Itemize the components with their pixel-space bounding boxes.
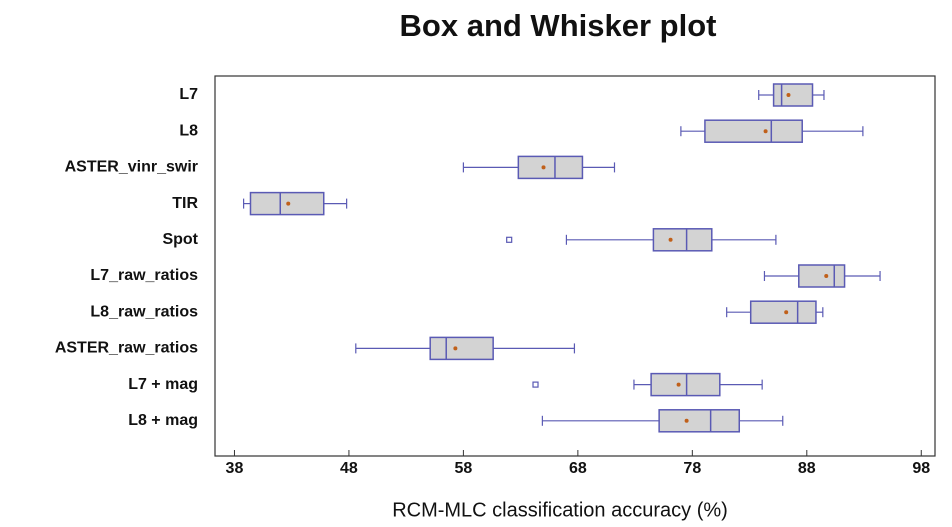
x-tick-label: 58 bbox=[454, 460, 472, 477]
x-tick-label: 48 bbox=[340, 460, 358, 477]
mean bbox=[763, 129, 768, 134]
box bbox=[650, 372, 721, 397]
box bbox=[517, 155, 584, 180]
category-label: ASTER_vinr_swir bbox=[65, 159, 198, 176]
category-label: L8_raw_ratios bbox=[90, 303, 198, 320]
category-label: ASTER_raw_ratios bbox=[55, 340, 198, 357]
chart-title: Box and Whisker plot bbox=[400, 8, 717, 43]
plot-frame bbox=[214, 75, 936, 457]
x-tick-label: 68 bbox=[569, 460, 587, 477]
mean bbox=[824, 274, 829, 278]
category-label: L7 + mag bbox=[128, 376, 198, 393]
mean bbox=[541, 165, 546, 170]
box bbox=[749, 300, 817, 324]
outlier bbox=[506, 236, 513, 243]
box bbox=[658, 409, 741, 433]
category-label: L7 bbox=[179, 86, 198, 103]
category-label: TIR bbox=[172, 195, 198, 212]
x-tick-label: 88 bbox=[798, 460, 816, 477]
outlier bbox=[532, 381, 539, 388]
mean bbox=[786, 93, 791, 97]
category-label: L8 bbox=[179, 122, 198, 139]
x-tick-label: 38 bbox=[226, 460, 244, 477]
mean bbox=[668, 237, 673, 242]
box bbox=[429, 336, 494, 361]
box bbox=[798, 264, 846, 288]
box bbox=[704, 119, 803, 143]
category-label: L7_raw_ratios bbox=[90, 267, 198, 284]
x-tick-label: 78 bbox=[683, 460, 701, 477]
box bbox=[772, 83, 814, 107]
category-label: Spot bbox=[162, 231, 198, 248]
mean bbox=[676, 382, 681, 387]
x-tick-label: 98 bbox=[912, 460, 930, 477]
x-axis-label: RCM-MLC classification accuracy (%) bbox=[392, 499, 728, 521]
mean bbox=[784, 310, 789, 315]
mean bbox=[453, 346, 458, 351]
mean bbox=[286, 201, 291, 206]
category-label: L8 + mag bbox=[128, 412, 198, 429]
mean bbox=[684, 418, 689, 423]
box bbox=[652, 228, 713, 252]
